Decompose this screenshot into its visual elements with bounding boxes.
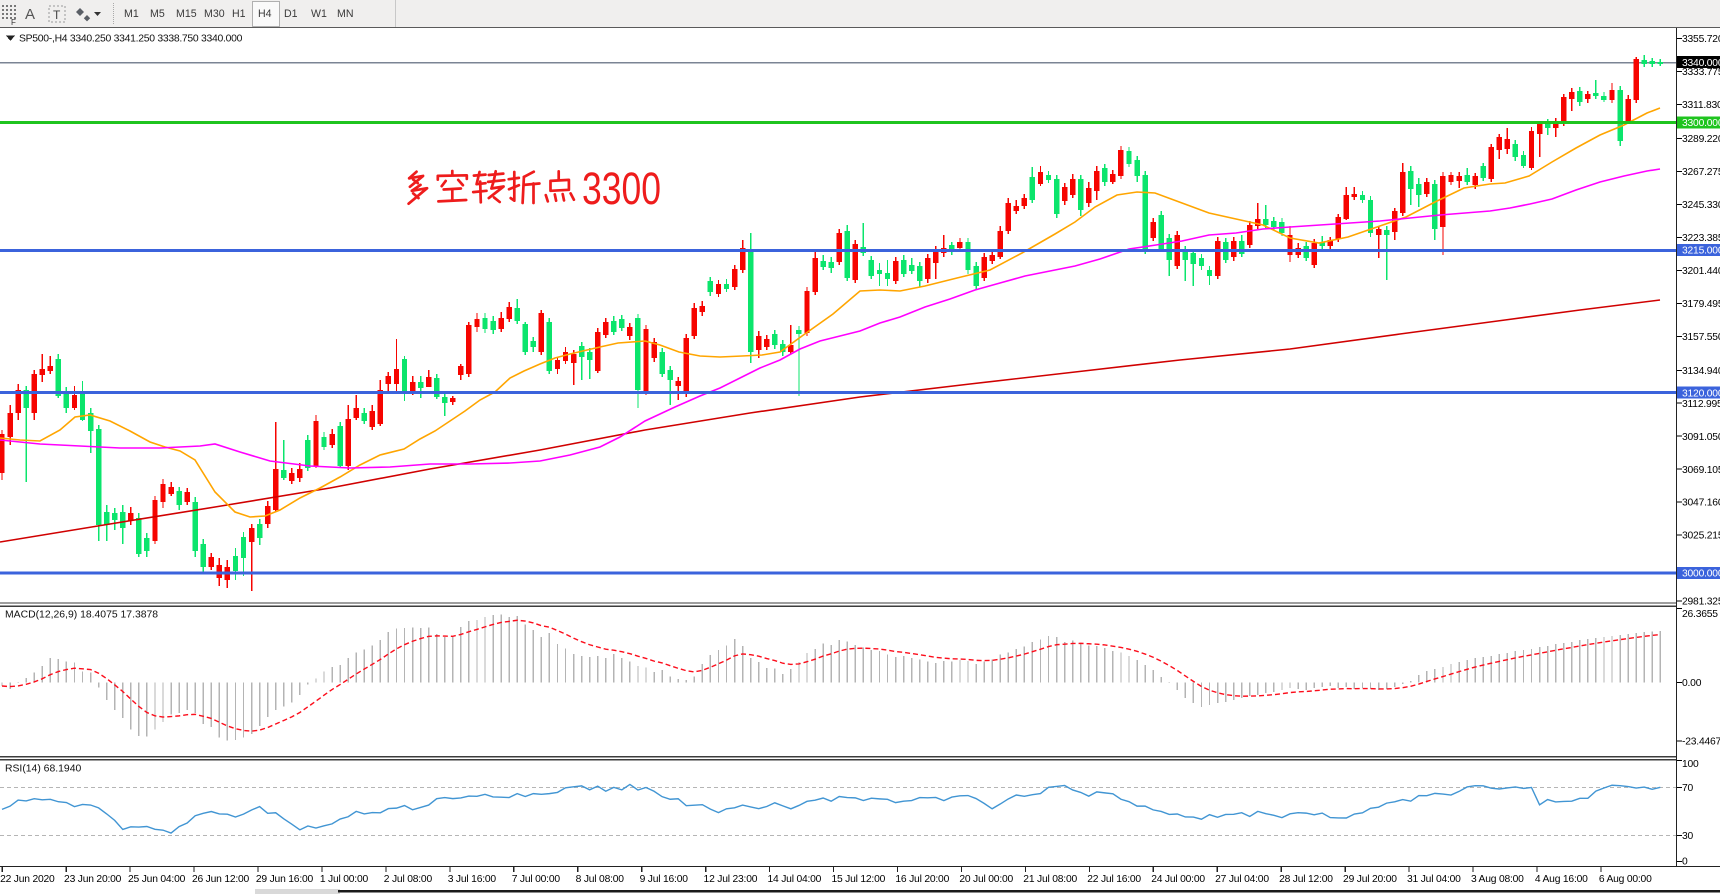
svg-text:3311.830: 3311.830 (1682, 100, 1720, 111)
svg-text:3340.000: 3340.000 (1682, 58, 1720, 69)
svg-text:3 Aug 08:00: 3 Aug 08:00 (1471, 874, 1524, 885)
svg-text:26 Jun 12:00: 26 Jun 12:00 (192, 874, 250, 885)
svg-text:22 Jul 16:00: 22 Jul 16:00 (1087, 874, 1141, 885)
svg-text:1 Jul 00:00: 1 Jul 00:00 (320, 874, 369, 885)
svg-text:29 Jul 20:00: 29 Jul 20:00 (1343, 874, 1397, 885)
svg-text:7 Jul 00:00: 7 Jul 00:00 (512, 874, 561, 885)
svg-text:2 Jul 08:00: 2 Jul 08:00 (384, 874, 433, 885)
svg-text:29 Jun 16:00: 29 Jun 16:00 (256, 874, 314, 885)
svg-text:20 Jul 00:00: 20 Jul 00:00 (959, 874, 1013, 885)
svg-text:3245.330: 3245.330 (1682, 200, 1720, 211)
svg-text:25 Jun 04:00: 25 Jun 04:00 (128, 874, 186, 885)
svg-text:24 Jul 00:00: 24 Jul 00:00 (1151, 874, 1205, 885)
svg-text:70: 70 (1682, 783, 1694, 794)
svg-text:3157.550: 3157.550 (1682, 332, 1720, 343)
svg-text:3201.440: 3201.440 (1682, 266, 1720, 277)
svg-text:3091.050: 3091.050 (1682, 432, 1720, 443)
svg-text:100: 100 (1682, 759, 1699, 770)
svg-text:T: T (53, 8, 61, 22)
svg-text:22 Jun 2020: 22 Jun 2020 (0, 874, 55, 885)
svg-text:3 Jul 16:00: 3 Jul 16:00 (448, 874, 497, 885)
svg-text:3069.105: 3069.105 (1682, 465, 1720, 476)
svg-text:2981.325: 2981.325 (1682, 597, 1720, 608)
svg-text:26.3655: 26.3655 (1682, 609, 1718, 620)
svg-text:3333.775: 3333.775 (1682, 67, 1720, 78)
svg-text:3267.275: 3267.275 (1682, 167, 1720, 178)
svg-text:3112.995: 3112.995 (1682, 399, 1720, 410)
svg-text:RSI(14) 68.1940: RSI(14) 68.1940 (5, 764, 81, 775)
svg-text:3300.000: 3300.000 (1682, 118, 1720, 129)
svg-text:23 Jun 20:00: 23 Jun 20:00 (64, 874, 122, 885)
svg-text:3289.220: 3289.220 (1682, 134, 1720, 145)
svg-text:3300: 3300 (582, 163, 661, 214)
svg-text:16 Jul 20:00: 16 Jul 20:00 (895, 874, 949, 885)
svg-text:3215.000: 3215.000 (1682, 246, 1720, 257)
svg-text:9 Jul 16:00: 9 Jul 16:00 (640, 874, 689, 885)
svg-text:27 Jul 04:00: 27 Jul 04:00 (1215, 874, 1269, 885)
svg-text:-23.4467: -23.4467 (1682, 737, 1720, 748)
svg-text:3355.720: 3355.720 (1682, 34, 1720, 45)
svg-text:3000.000: 3000.000 (1682, 569, 1720, 580)
svg-text:14 Jul 04:00: 14 Jul 04:00 (768, 874, 822, 885)
svg-text:MACD(12,26,9) 18.4075 17.3878: MACD(12,26,9) 18.4075 17.3878 (5, 610, 158, 621)
svg-text:0.00: 0.00 (1682, 678, 1702, 689)
svg-text:3120.000: 3120.000 (1682, 388, 1720, 399)
svg-text:6 Aug 00:00: 6 Aug 00:00 (1599, 874, 1652, 885)
svg-text:15 Jul 12:00: 15 Jul 12:00 (831, 874, 885, 885)
svg-text:3223.385: 3223.385 (1682, 233, 1720, 244)
svg-text:A: A (25, 6, 35, 23)
svg-text:30: 30 (1682, 831, 1694, 842)
svg-text:8 Jul 08:00: 8 Jul 08:00 (576, 874, 625, 885)
svg-text:31 Jul 04:00: 31 Jul 04:00 (1407, 874, 1461, 885)
svg-text:28 Jul 12:00: 28 Jul 12:00 (1279, 874, 1333, 885)
svg-text:3025.215: 3025.215 (1682, 531, 1720, 542)
svg-text:0: 0 (1682, 857, 1688, 868)
svg-text:12 Jul 23:00: 12 Jul 23:00 (704, 874, 758, 885)
svg-text:F: F (11, 18, 16, 27)
svg-text:SP500-,H4 3340.250 3341.250 3: SP500-,H4 3340.250 3341.250 3338.750 334… (19, 34, 243, 45)
svg-text:3134.940: 3134.940 (1682, 366, 1720, 377)
svg-text:3179.495: 3179.495 (1682, 299, 1720, 310)
svg-text:4 Aug 16:00: 4 Aug 16:00 (1535, 874, 1588, 885)
svg-text:3047.160: 3047.160 (1682, 498, 1720, 509)
svg-text:21 Jul 08:00: 21 Jul 08:00 (1023, 874, 1077, 885)
